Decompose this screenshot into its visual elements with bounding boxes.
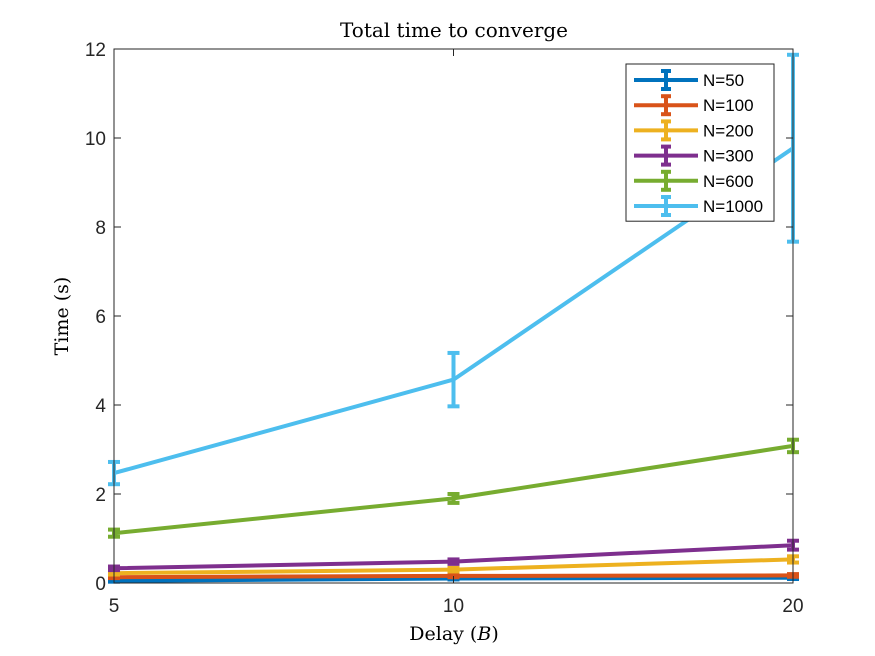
x-axis-label-close: ) [491,623,498,645]
legend-entry: N=100 [634,94,754,117]
y-tick-label: 2 [95,485,106,506]
legend: N=50 N=100 N=200 N=300 N=600 N=1000 [625,63,775,222]
x-axis-label-symbol: B [476,623,491,645]
x-tick-label: 5 [109,596,120,617]
x-tick-label: 10 [443,596,464,617]
legend-label: N=200 [703,121,754,140]
y-tick-label: 12 [85,40,106,61]
legend-label: N=600 [703,172,754,191]
legend-box [625,63,775,222]
legend-entry: N=50 [634,69,744,91]
x-axis-label-text: Delay ( [409,623,477,645]
legend-entry: N=200 [634,119,754,142]
legend-entry: N=300 [634,144,754,167]
axis-ticks: 0 2 4 6 8 10 12 5 10 20 [85,40,804,617]
y-tick-label: 4 [95,396,106,417]
legend-label: N=300 [703,147,754,166]
y-tick-label: 6 [95,307,106,328]
y-axis-label: Time (s) [51,277,73,356]
y-tick-label: 8 [95,218,106,239]
y-tick-label: 10 [85,129,106,150]
y-tick-label: 0 [95,574,106,595]
chart-title: Total time to converge [340,18,568,42]
legend-entry: N=600 [634,169,754,192]
legend-label: N=1000 [703,197,763,216]
legend-entry: N=1000 [634,195,763,217]
x-tick-label: 20 [782,596,803,617]
x-axis-label: Delay (B) [409,623,498,645]
legend-label: N=100 [703,96,754,115]
legend-label: N=50 [703,71,744,90]
